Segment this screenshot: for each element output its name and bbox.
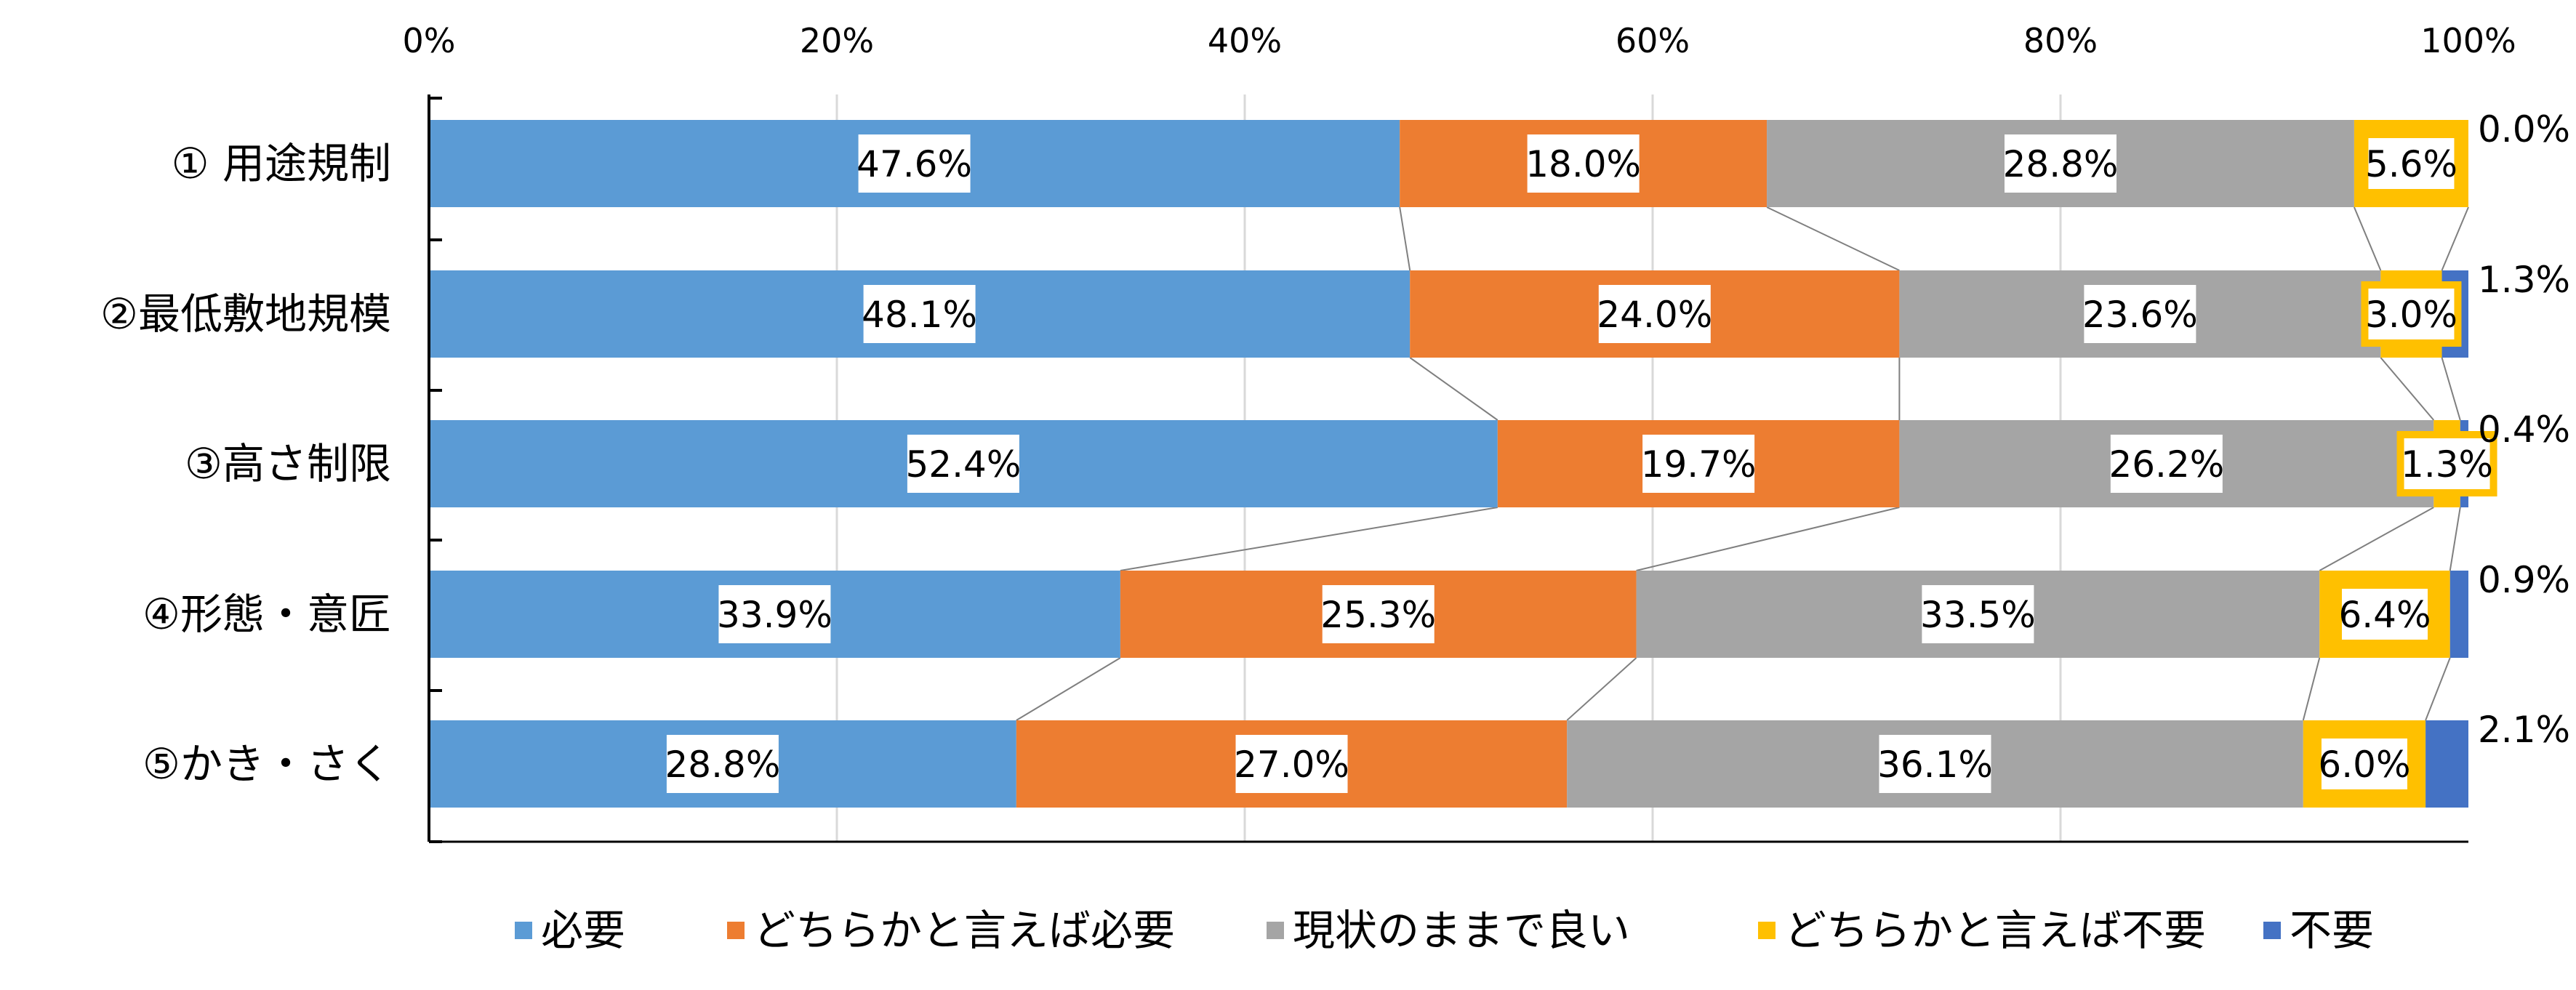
legend-swatch (1267, 922, 1284, 939)
legend-label: どちらかと言えば不要 (1784, 906, 2206, 955)
data-label-box (2361, 281, 2462, 347)
legend-label: 現状のままで良い (1293, 906, 1630, 955)
data-label-box (1922, 585, 2034, 643)
data-label: 25.3% (1320, 594, 1436, 636)
legend-swatch (515, 922, 532, 939)
data-label-box (1527, 134, 1640, 193)
legend: 必要 どちらかと言えば必要 現状のままで良い どちらかと言えば不要 不要 (515, 906, 2374, 955)
series-line (2449, 507, 2461, 571)
series-line (2353, 206, 2382, 271)
data-label-box (718, 585, 831, 643)
series-line (1766, 206, 1900, 271)
series-line (2319, 507, 2434, 571)
data-label-box (2314, 731, 2415, 797)
data-label: 52.4% (905, 443, 1021, 486)
data-label-box (858, 134, 971, 193)
data-label-box (907, 435, 1019, 493)
data-label: 3.0% (2365, 294, 2457, 336)
data-label-box (2396, 431, 2497, 496)
x-tick-label: 0% (403, 21, 456, 60)
data-label-box (2361, 131, 2462, 196)
series-line (2441, 357, 2461, 421)
data-label: 18.0% (1525, 143, 1641, 185)
legend-swatch (1758, 922, 1775, 939)
data-label: 5.6% (2365, 143, 2457, 185)
data-labels: 47.6% 18.0% 28.8% 5.6% 0.0% 48.1% 24.0% 23.6% 3.… (665, 108, 2570, 797)
series-line (1636, 507, 1900, 571)
series-line (1409, 357, 1498, 421)
data-label: 6.0% (2318, 744, 2410, 786)
data-label-box (2005, 134, 2116, 193)
data-label: 19.7% (1641, 443, 1757, 486)
data-label-box (2334, 581, 2435, 647)
data-label-box (1235, 735, 1348, 793)
data-label: 47.6% (856, 143, 972, 185)
data-label: 28.8% (665, 744, 780, 786)
data-label-box (666, 735, 779, 793)
series-line (1016, 657, 1121, 721)
data-label-box (1879, 735, 1991, 793)
x-tick-label: 100% (2420, 21, 2516, 60)
series-line (2441, 206, 2469, 271)
x-tick-label: 60% (1616, 21, 1690, 60)
x-tick-label: 40% (1208, 21, 1282, 60)
data-label: 0.0% (2478, 108, 2570, 150)
series-lines (1016, 206, 2469, 721)
legend-label: 不要 (2290, 906, 2374, 955)
category-label: ④形態・意匠 (143, 589, 391, 639)
category-label: ③高さ制限 (185, 439, 391, 488)
series-line (2425, 657, 2451, 721)
category-label: ⑤かき・さく (143, 739, 391, 789)
legend-swatch (727, 922, 745, 939)
data-label-box (863, 285, 976, 343)
data-label: 1.3% (2401, 443, 2493, 486)
data-label: 0.4% (2478, 409, 2570, 451)
legend-label: どちらかと言えば必要 (753, 906, 1175, 955)
data-label: 28.8% (2003, 143, 2119, 185)
series-line (2380, 357, 2435, 421)
series-line (1566, 657, 1637, 721)
data-label: 33.5% (1920, 594, 2036, 636)
data-label: 33.9% (717, 594, 832, 636)
x-tick-label: 80% (2023, 21, 2098, 60)
data-label-box (1642, 435, 1755, 493)
legend-label: 必要 (541, 906, 625, 955)
series-line (2302, 657, 2321, 721)
data-label: 36.1% (1877, 744, 1993, 786)
x-tick-label: 20% (800, 21, 874, 60)
bar-segment (2425, 720, 2468, 808)
data-label: 24.0% (1597, 294, 1712, 336)
bar-segment (2449, 571, 2468, 658)
data-label: 0.9% (2478, 559, 2570, 601)
data-label-box (1598, 285, 1711, 343)
data-label: 23.6% (2082, 294, 2198, 336)
legend-swatch (2263, 922, 2281, 939)
data-label: 48.1% (862, 294, 977, 336)
data-label: 6.4% (2338, 594, 2431, 636)
data-label-box (2110, 435, 2223, 493)
data-label: 1.3% (2478, 259, 2570, 301)
data-label-box (1322, 585, 1435, 643)
data-label: 26.2% (2108, 443, 2224, 486)
axes: 0% 20% 40% 60% 80% 100% ① 用途規制 ②最低敷地規模 ③高さ制限 ④形態・… (100, 21, 2516, 843)
category-label: ① 用途規制 (172, 139, 391, 188)
series-line (1399, 206, 1411, 271)
data-label: 2.1% (2478, 709, 2570, 751)
data-label-box (2084, 285, 2196, 343)
series-line (1120, 507, 1498, 571)
data-label: 27.0% (1234, 744, 1349, 786)
category-label: ②最低敷地規模 (100, 289, 391, 339)
